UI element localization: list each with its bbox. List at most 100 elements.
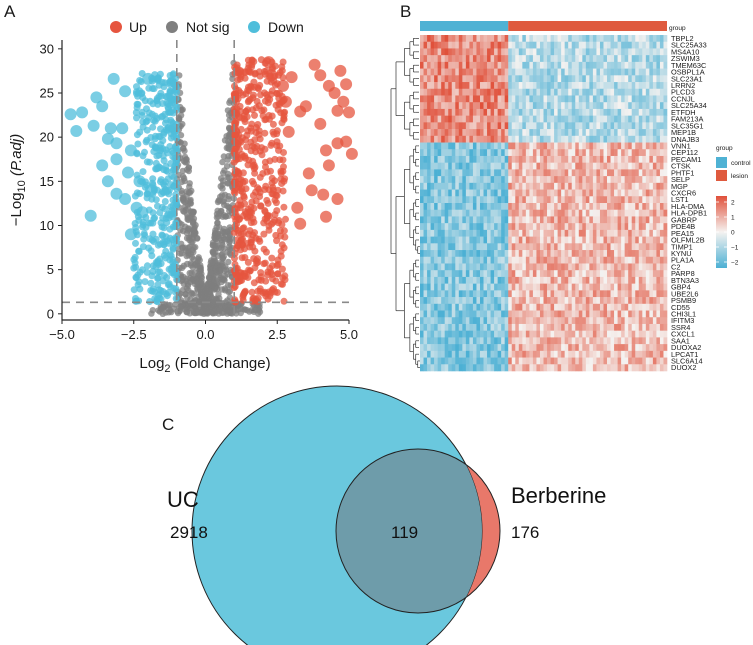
heatmap-cell [522,276,527,284]
heatmap-cell [550,209,555,217]
heatmap-cell [494,182,498,190]
heatmap-cell [532,129,537,137]
heatmap-cell [504,256,509,264]
heatmap-cell [656,256,661,264]
heatmap-cell [476,88,481,96]
heatmap-cell [550,95,555,103]
heatmap-cell [582,290,587,298]
heatmap-cell [532,108,537,116]
heatmap-cell [628,122,633,130]
heatmap-cell [582,276,587,284]
heatmap-cell [592,196,597,204]
heatmap-cell [465,196,470,204]
heatmap-cell [479,35,484,43]
heatmap-cell [501,48,505,56]
heatmap-cell [642,182,647,190]
heatmap-cell [479,297,484,305]
heatmap-cell [607,75,611,83]
heatmap-cell [663,290,668,298]
heatmap-cell [568,95,573,103]
heatmap-cell [656,35,661,43]
heatmap-cell [582,135,587,143]
heatmap-cell [550,108,555,116]
heatmap-cell [427,297,431,305]
heatmap-cell [543,189,548,197]
heatmap-cell [603,189,608,197]
heatmap-cell [557,122,562,130]
heatmap-cell [511,176,516,184]
point-up-outlier [317,188,330,201]
heatmap-cell [479,142,484,150]
heatmap-cell [547,108,551,116]
point-notsig [219,158,226,166]
point-notsig [205,274,213,281]
heatmap-cell [529,290,534,298]
heatmap-cell [596,155,601,163]
heatmap-cell [536,250,541,258]
heatmap-cell [479,102,484,110]
heatmap-cell [596,55,601,63]
heatmap-cell [497,203,502,211]
heatmap-cell [628,149,633,157]
heatmap-cell [550,223,555,231]
heatmap-cell [501,55,505,63]
heatmap-cell [501,61,505,69]
heatmap-cell [557,75,562,83]
heatmap-cell [614,176,618,184]
point-up [249,192,257,199]
heatmap-cell [554,115,558,123]
heatmap-cell [592,122,597,130]
heatmap-cell [550,35,555,43]
heatmap-cell [444,209,449,217]
heatmap-cell [578,82,583,90]
point-notsig [188,187,195,195]
heatmap-cell [529,61,534,69]
heatmap-cell [624,48,629,56]
heatmap-cell [589,270,594,278]
heatmap-cell [638,149,643,157]
heatmap-cell [476,149,481,157]
heatmap-cell [437,129,442,137]
heatmap-cell [483,169,488,177]
point-down-outlier [119,85,132,98]
heatmap-cell [490,88,495,96]
heatmap-cell [483,68,488,76]
heatmap-cell [508,297,513,305]
heatmap-cell [610,236,615,244]
heatmap-cell [469,41,474,49]
heatmap-cell [592,243,597,251]
heatmap-cell [501,122,505,130]
point-up [248,209,256,217]
heatmap-cell [652,290,657,298]
point-notsig [248,307,255,314]
heatmap-cell [607,35,611,43]
heatmap-cell [427,129,431,137]
point-up [271,216,279,224]
heatmap-cell [501,236,505,244]
heatmap-cell [469,256,474,264]
heatmap-cell [589,290,594,298]
heatmap-cell [571,95,576,103]
heatmap-cell [462,142,467,150]
heatmap-cell [458,169,463,177]
heatmap-cell [652,135,657,143]
heatmap-cell [649,236,654,244]
point-up [237,138,245,146]
heatmap-cell [518,149,523,157]
heatmap-cell [508,303,513,311]
heatmap-cell [564,209,569,217]
heatmap-cell [610,55,615,63]
heatmap-cell [614,216,618,224]
heatmap-cell [465,102,470,110]
heatmap-cell [437,263,442,271]
heatmap-cell [631,55,636,63]
heatmap-cell [642,115,647,123]
heatmap-cell [652,95,657,103]
heatmap-cell [659,196,664,204]
heatmap-cell [624,129,629,137]
heatmap-cell [659,95,664,103]
heatmap-cell [628,68,633,76]
heatmap-cell [578,250,583,258]
heatmap-cell [508,102,513,110]
heatmap-cell [642,303,647,311]
